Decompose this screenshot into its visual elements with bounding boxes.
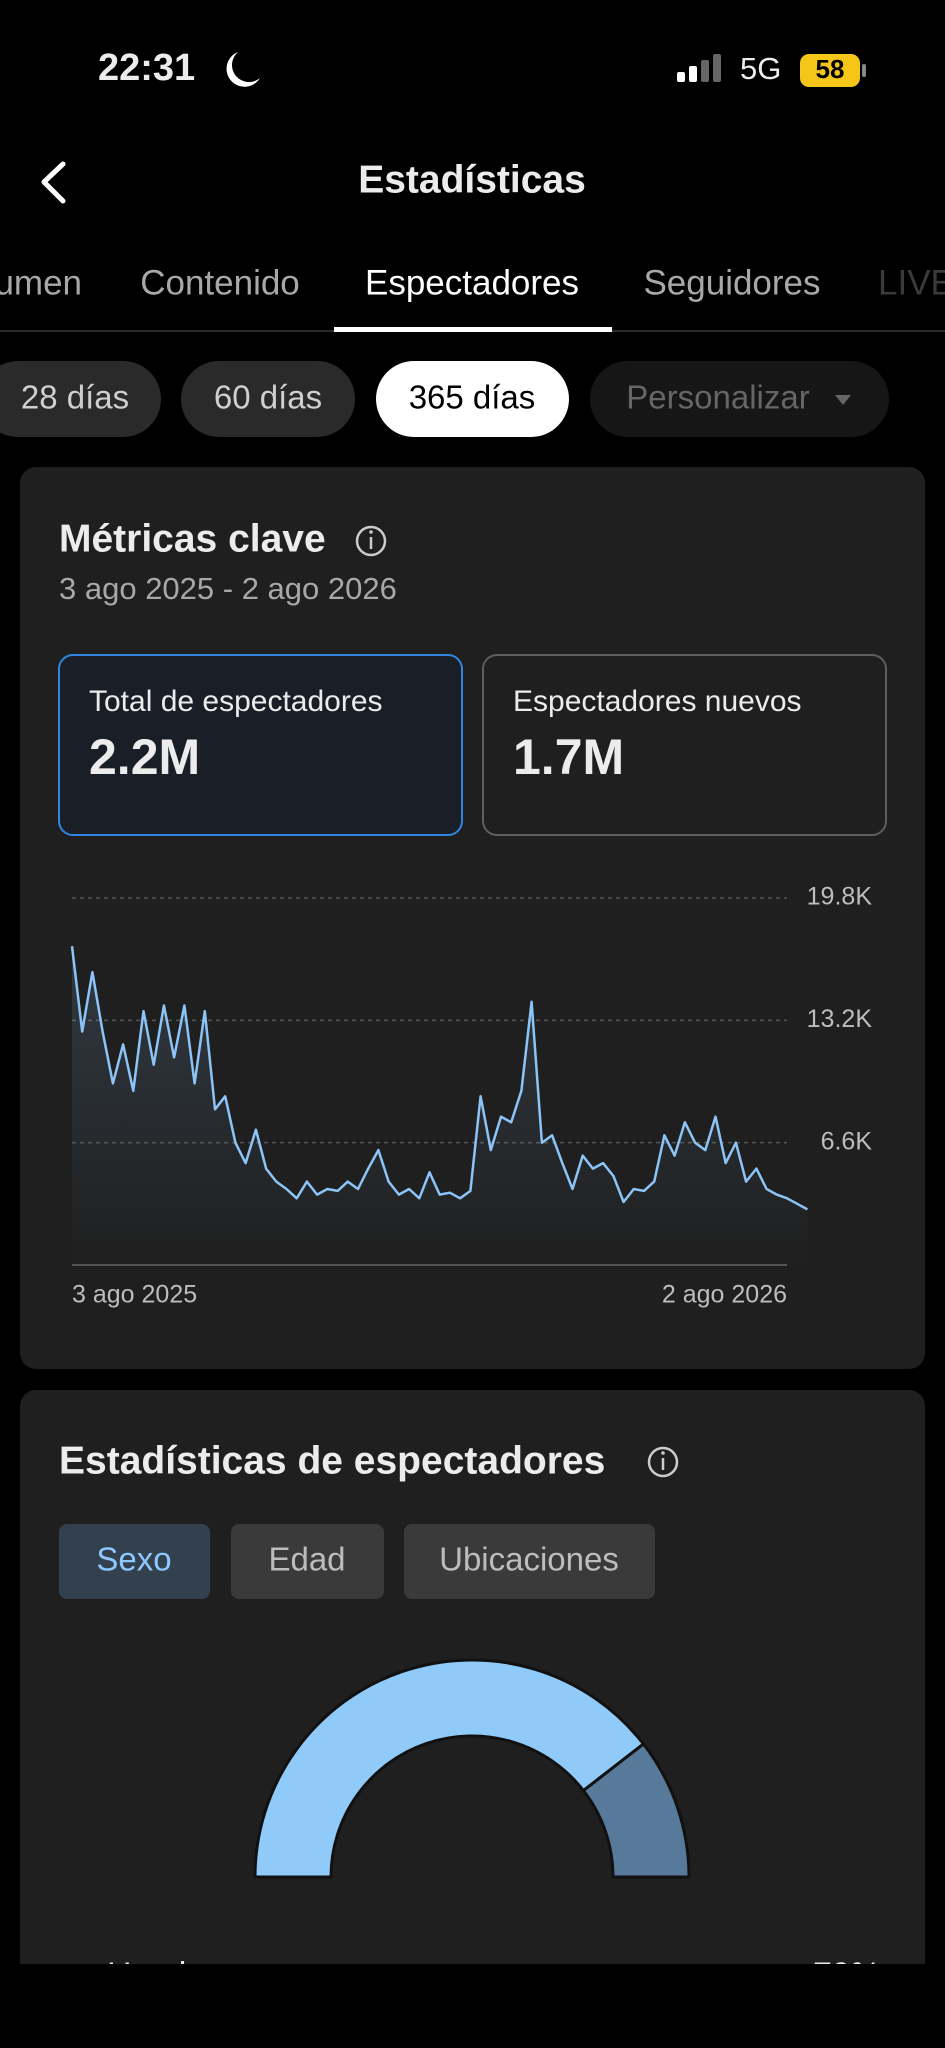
info-icon[interactable] bbox=[355, 525, 387, 557]
metric-label: Espectadores nuevos bbox=[513, 685, 802, 718]
y-tick-label: 13.2K bbox=[807, 1005, 873, 1033]
tab-active[interactable]: Espectadores bbox=[365, 263, 579, 302]
period-label: 365 días bbox=[409, 379, 536, 416]
date-range: 3 ago 2025 - 2 ago 2026 bbox=[59, 571, 397, 606]
tab[interactable]: Seguidores bbox=[643, 263, 820, 302]
x-tick-label: 2 ago 2026 bbox=[662, 1281, 787, 1309]
y-tick-label: 19.8K bbox=[807, 883, 873, 911]
battery-icon bbox=[800, 54, 860, 87]
tab[interactable]: Resumen bbox=[0, 263, 82, 302]
bottom-edge bbox=[0, 1964, 945, 2048]
page-title: Estadísticas bbox=[358, 158, 586, 201]
card-title: Estadísticas de espectadores bbox=[59, 1439, 605, 1482]
metric-label: Total de espectadores bbox=[89, 685, 383, 718]
tab-fade bbox=[880, 235, 945, 330]
period-label: 28 días bbox=[21, 379, 129, 416]
gauge-segment bbox=[581, 1741, 691, 1879]
metric-value: 1.7M bbox=[513, 729, 624, 785]
network-label: 5G bbox=[740, 51, 781, 86]
metric-box-active[interactable] bbox=[58, 654, 463, 836]
tab[interactable]: Contenido bbox=[140, 263, 300, 302]
dropdown-arrow bbox=[835, 395, 851, 405]
segment-tab-active[interactable] bbox=[59, 1524, 210, 1599]
moon-icon bbox=[226, 52, 260, 87]
segment-label: Sexo bbox=[96, 1541, 171, 1578]
status-time: 22:31 bbox=[98, 47, 195, 89]
metric-box[interactable] bbox=[482, 654, 887, 836]
x-tick-label: 3 ago 2025 bbox=[72, 1281, 197, 1309]
period-label: Personalizar bbox=[626, 379, 809, 416]
metric-value: 2.2M bbox=[89, 729, 200, 785]
gauge-segment bbox=[253, 1658, 646, 1879]
back-button[interactable] bbox=[41, 161, 66, 204]
segment-label: Ubicaciones bbox=[439, 1541, 619, 1578]
y-tick-label: 6.6K bbox=[821, 1127, 873, 1155]
info-icon[interactable] bbox=[647, 1446, 679, 1478]
line bbox=[70, 946, 809, 1211]
battery-tip bbox=[862, 64, 866, 77]
signal-icon bbox=[677, 54, 721, 82]
period-chip[interactable] bbox=[590, 361, 889, 437]
card-title: Métricas clave bbox=[59, 517, 326, 560]
segment-label: Edad bbox=[268, 1541, 345, 1578]
period-chip-active[interactable] bbox=[376, 361, 569, 437]
segment-tab[interactable] bbox=[404, 1524, 655, 1599]
battery-level: 58 bbox=[816, 54, 845, 84]
period-label: 60 días bbox=[214, 379, 322, 416]
tab-indicator bbox=[334, 327, 612, 332]
tab[interactable]: LIVE bbox=[878, 263, 945, 302]
area-fill bbox=[72, 946, 808, 1265]
segment-tab[interactable] bbox=[231, 1524, 384, 1599]
period-chip[interactable] bbox=[181, 361, 355, 437]
period-chip[interactable] bbox=[0, 361, 161, 437]
line-chart: 6.6K 13.2K 19.8K 3 ago 2025 2 ago 2026 bbox=[70, 883, 873, 1309]
